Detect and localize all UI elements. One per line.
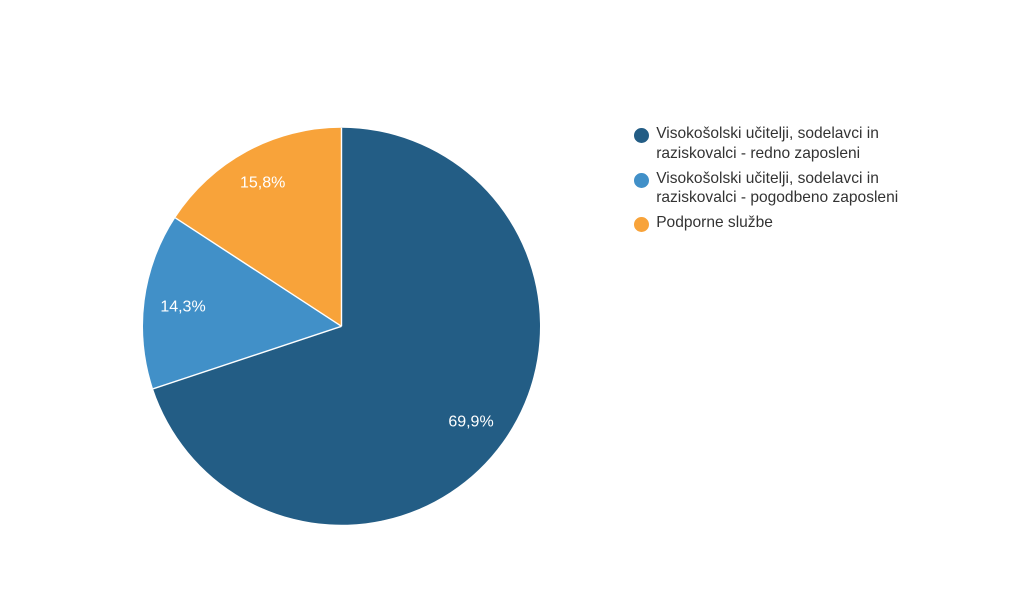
svg-text:69,9%: 69,9% [448, 414, 493, 431]
svg-text:14,3%: 14,3% [160, 299, 205, 316]
svg-text:15,8%: 15,8% [240, 174, 285, 191]
